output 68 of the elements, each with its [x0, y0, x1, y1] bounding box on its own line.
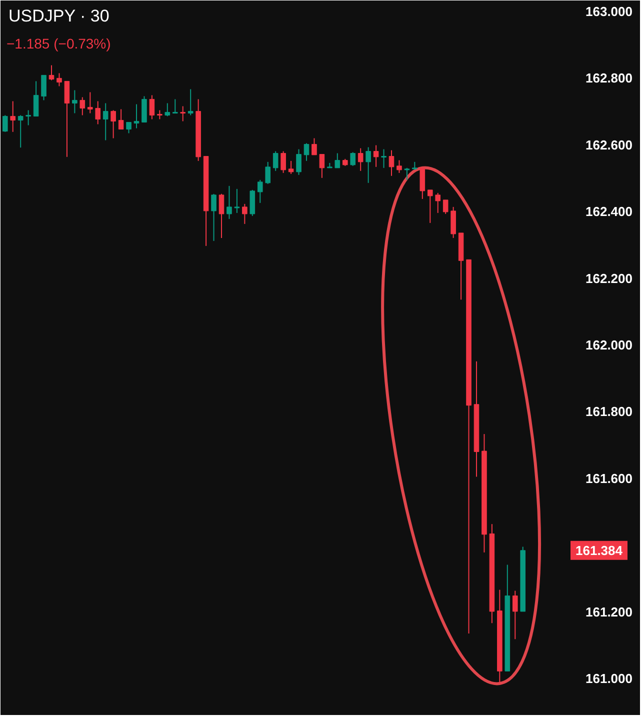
candlestick: [272, 150, 278, 172]
candlestick: [450, 206, 456, 238]
candlestick: [118, 108, 124, 130]
candlestick: [18, 114, 24, 148]
candlestick: [442, 199, 448, 214]
candlestick: [226, 185, 232, 220]
candlestick: [358, 148, 364, 172]
candlestick: [157, 110, 162, 120]
candlestick: [296, 148, 302, 176]
candlestick: [420, 167, 426, 200]
candlestick: [164, 102, 170, 117]
y-tick-label: 161.000: [586, 670, 632, 686]
candlestick: [373, 144, 379, 168]
candlestick: [381, 148, 386, 168]
candlestick: [512, 590, 518, 640]
candlestick: [312, 138, 317, 156]
y-tick-label: 162.400: [586, 204, 632, 220]
candlestick: [10, 100, 16, 132]
candlestick: [366, 146, 371, 184]
candlestick: [33, 80, 39, 117]
candlestick: [234, 188, 240, 214]
candlestick: [2, 114, 8, 132]
y-tick-label: 161.800: [586, 404, 632, 420]
candlestick: [64, 80, 70, 158]
candlestick: [95, 100, 101, 125]
candlestick: [388, 150, 394, 176]
candlestick: [280, 150, 286, 174]
candlestick: [41, 74, 46, 101]
candlestick: [80, 96, 86, 116]
candlestick: [427, 189, 433, 224]
candlestick: [350, 152, 356, 166]
candlestick: [304, 142, 310, 162]
candlestick: [87, 92, 93, 114]
candlestick: [126, 122, 132, 134]
candlestick: [288, 160, 294, 174]
candlestick: [404, 167, 410, 180]
candlestick: [72, 90, 78, 114]
candlestick: [211, 193, 216, 242]
y-tick-label: 163.000: [586, 4, 632, 20]
text: −1.185 (−0.73%): [6, 36, 111, 52]
y-tick-label: 161.600: [586, 470, 632, 486]
y-tick-label: 162.000: [586, 337, 632, 352]
y-tick-label: 161.200: [586, 604, 632, 620]
candlestick: [26, 110, 31, 126]
candlestick: [172, 98, 178, 114]
y-tick-label: 162.200: [586, 270, 632, 286]
candlestick: [242, 203, 248, 224]
candlestick: [265, 161, 271, 184]
candlestick: [142, 96, 147, 123]
candlestick: [250, 189, 256, 216]
candlestick: [319, 154, 325, 178]
candlestick: [110, 110, 116, 139]
candlestick: [334, 152, 340, 168]
candlestick: [257, 179, 263, 204]
candlestick: [134, 104, 140, 129]
candlestick: [396, 160, 402, 174]
y-tick-label: 162.800: [586, 70, 632, 86]
candlestick: [149, 94, 155, 120]
y-tick-label: 162.600: [586, 137, 632, 152]
candlestick: [56, 72, 62, 87]
candlestick: [435, 192, 441, 214]
candlestick: [218, 193, 224, 238]
chart-title: USDJPY · 30: [8, 6, 110, 26]
candlestick: [180, 106, 186, 122]
text: 161.384: [576, 542, 624, 558]
candlestick: [48, 64, 54, 81]
candlestick: [188, 88, 194, 116]
candlestick: [102, 102, 108, 141]
